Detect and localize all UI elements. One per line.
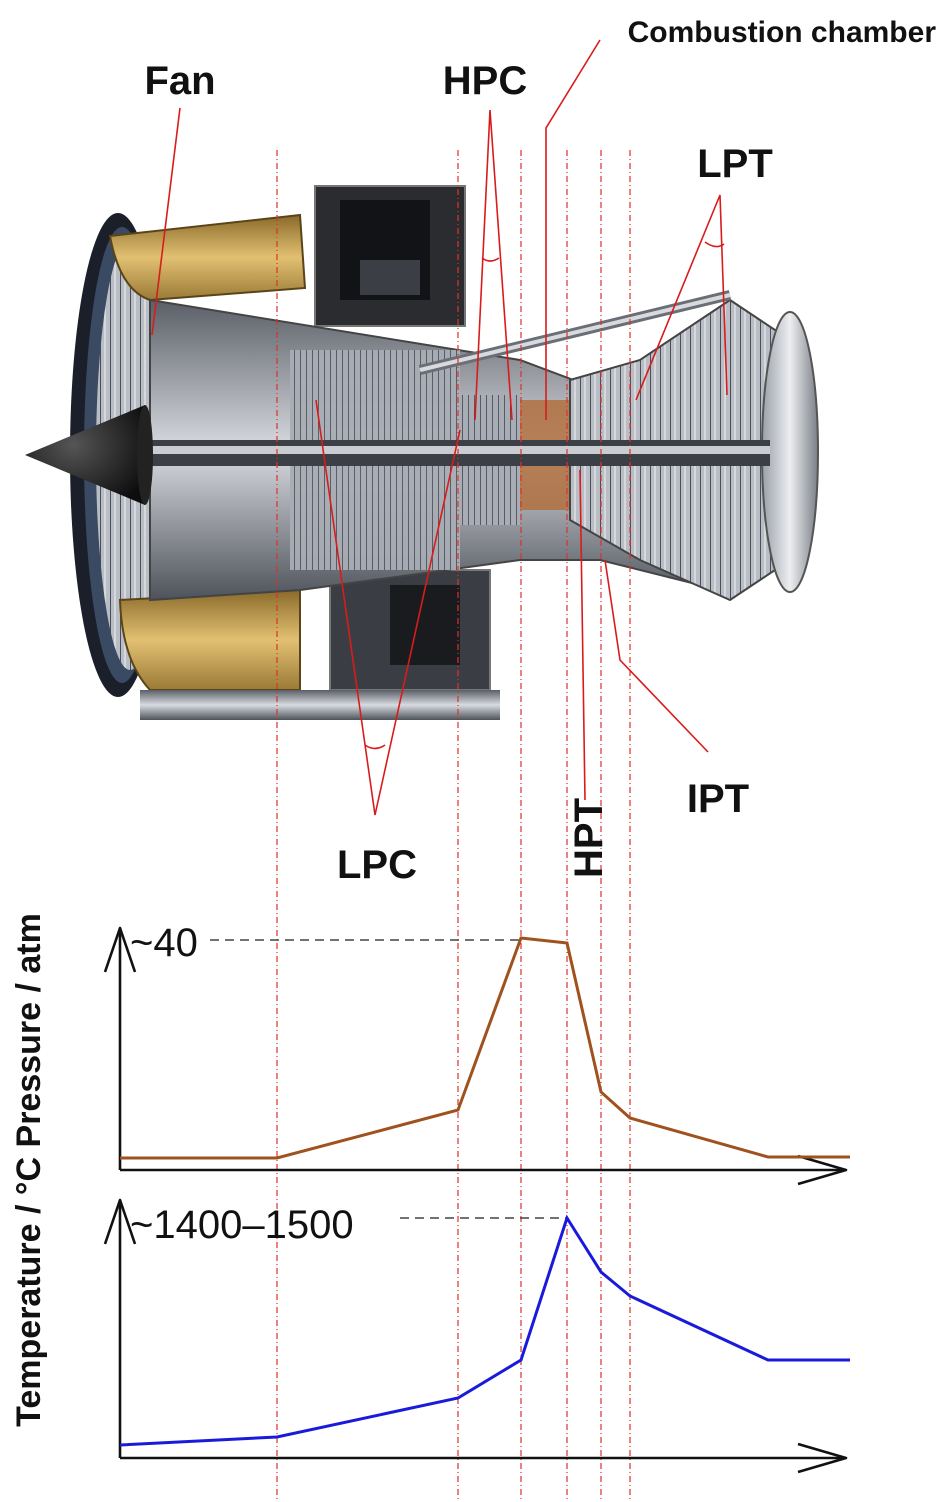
pressure-plot: ~40 <box>103 921 850 1186</box>
pressure-peak-label: ~40 <box>130 921 198 965</box>
component-labels: Fan HPC Combustion chamber LPT LPC HPT I… <box>144 16 936 887</box>
turbofan-engine-cutaway-illustration <box>25 185 819 720</box>
y-axis-label: Temperature / °C Pressure / atm <box>10 913 48 1427</box>
label-hpc: HPC <box>443 59 527 103</box>
leader-lines <box>151 39 728 816</box>
temperature-curve <box>119 1214 850 1447</box>
temperature-peak-label: ~1400–1500 <box>130 1203 354 1247</box>
temperature-plot: ~1400–1500 <box>103 1198 850 1474</box>
label-fan: Fan <box>144 59 215 103</box>
label-lpt: LPT <box>697 142 773 186</box>
pressure-curve <box>120 936 850 1160</box>
label-ipt: IPT <box>687 777 749 821</box>
pressure-axes <box>103 926 848 1186</box>
label-lpc: LPC <box>337 843 417 887</box>
label-hpt: HPT <box>567 798 611 878</box>
label-combustion-chamber: Combustion chamber <box>628 16 937 49</box>
temperature-axes <box>103 1198 848 1474</box>
section-divider-lines <box>276 150 631 1502</box>
